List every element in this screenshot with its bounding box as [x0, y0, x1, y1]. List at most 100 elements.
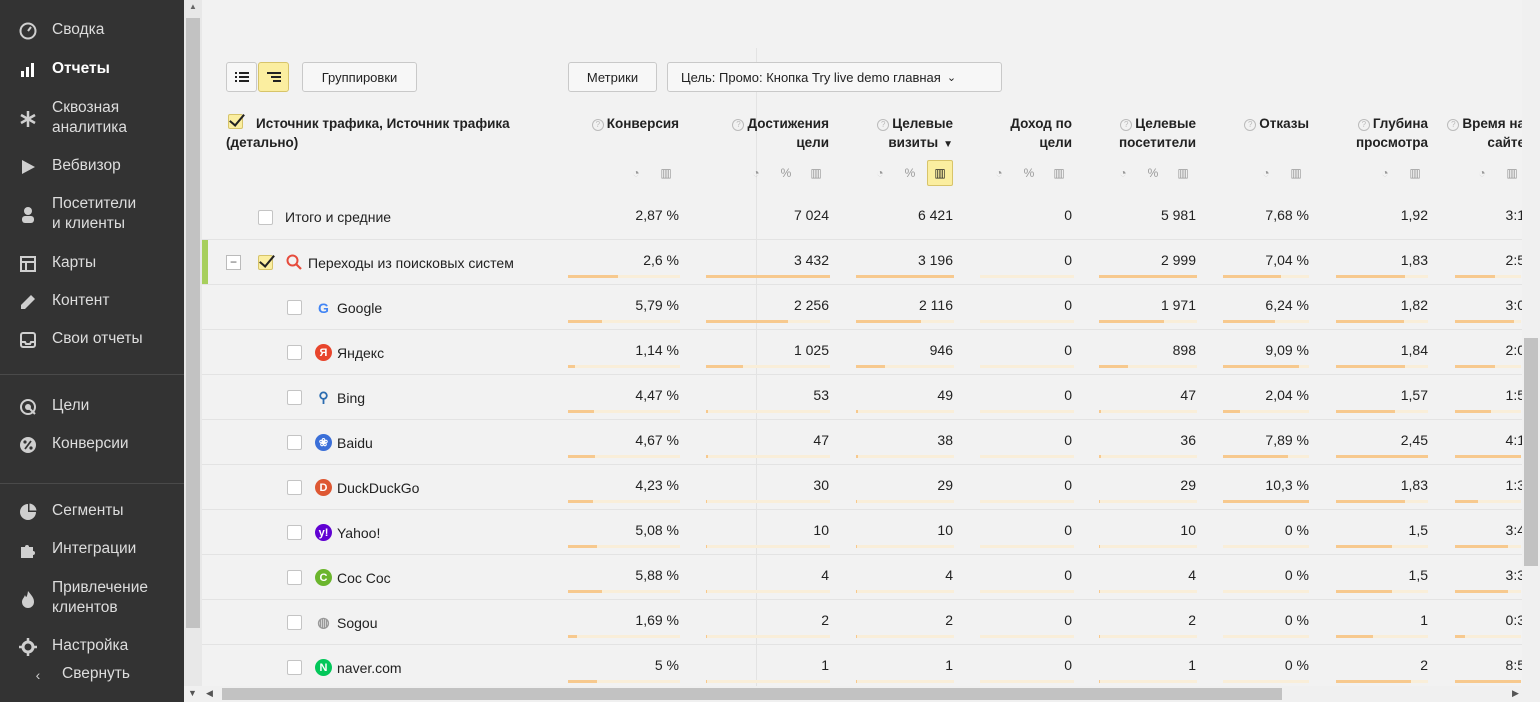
- source-label[interactable]: Yahoo!: [337, 525, 381, 541]
- percent-icon[interactable]: %: [780, 166, 792, 180]
- source-label[interactable]: Google: [337, 300, 383, 316]
- sidebar-item-9[interactable]: Конверсии: [0, 434, 184, 454]
- sidebar-item-11[interactable]: Интеграции: [0, 539, 184, 559]
- source-label[interactable]: Bing: [337, 390, 366, 406]
- pie-chart-icon[interactable]: ◔: [1262, 166, 1270, 180]
- source-label[interactable]: Яндекс: [337, 345, 385, 361]
- horizontal-scrollbar-thumb[interactable]: [222, 688, 1282, 700]
- help-icon[interactable]: ?: [877, 119, 890, 131]
- bar-chart-icon[interactable]: ▥: [810, 166, 822, 180]
- sidebar-item-8[interactable]: Цели: [0, 396, 184, 416]
- source-label[interactable]: Coc Coc: [337, 570, 391, 586]
- sidebar-item-2[interactable]: Сквозная аналитика: [0, 98, 184, 138]
- metric-value: 0: [1064, 252, 1072, 268]
- percent-icon[interactable]: %: [904, 166, 916, 180]
- sidebar-item-1[interactable]: Отчеты: [0, 59, 184, 79]
- help-icon[interactable]: ?: [591, 119, 604, 131]
- pie-chart-icon[interactable]: ◔: [632, 166, 640, 180]
- flame-icon: [17, 588, 39, 610]
- column-header-label: Целевые визиты: [888, 116, 953, 150]
- scroll-left-arrow-icon[interactable]: ◀: [206, 688, 213, 698]
- pie-chart-icon[interactable]: ◔: [1478, 166, 1486, 180]
- collapse-toggle[interactable]: −: [226, 255, 241, 270]
- bar-chart-icon[interactable]: ▥: [660, 166, 672, 180]
- sidebar-item-label: Вебвизор: [52, 157, 121, 174]
- row-checkbox[interactable]: [287, 435, 302, 450]
- column-header-7[interactable]: ? Время на сайте: [1445, 114, 1522, 152]
- column-header-6[interactable]: ? Глубина просмотра: [1328, 114, 1428, 152]
- vertical-scrollbar-thumb[interactable]: [1524, 338, 1538, 566]
- select-all-checkbox[interactable]: [228, 114, 243, 129]
- sidebar-item-5[interactable]: Карты: [0, 253, 184, 273]
- pie-chart-icon[interactable]: ◔: [876, 166, 884, 180]
- column-header-3[interactable]: Доход по цели: [982, 114, 1072, 152]
- row-checkbox[interactable]: [287, 525, 302, 540]
- goal-select[interactable]: Цель: Промо: Кнопка Try live demo главна…: [667, 62, 1002, 92]
- bar-chart-icon[interactable]: ▥: [1053, 166, 1065, 180]
- help-icon[interactable]: ?: [1357, 119, 1370, 131]
- metric-bar: [1099, 545, 1197, 548]
- scroll-up-arrow-icon[interactable]: ▲: [189, 2, 197, 11]
- row-checkbox[interactable]: [287, 570, 302, 585]
- pie-chart-icon[interactable]: ◔: [752, 166, 760, 180]
- help-icon[interactable]: ?: [732, 119, 745, 131]
- sort-desc-icon[interactable]: ▼: [943, 139, 953, 150]
- percent-icon[interactable]: %: [1147, 166, 1159, 180]
- sidebar-item-4[interactable]: Посетители и клиенты: [0, 194, 184, 234]
- pie-chart-icon[interactable]: ◔: [1119, 166, 1127, 180]
- bar-chart-icon[interactable]: ▥: [1290, 166, 1302, 180]
- row-checkbox[interactable]: [287, 660, 302, 675]
- column-header-1[interactable]: ? Достижения цели: [705, 114, 829, 152]
- metric-value: 5,79 %: [635, 297, 679, 313]
- metric-bar: [706, 320, 830, 323]
- help-icon[interactable]: ?: [1120, 119, 1133, 131]
- row-checkbox[interactable]: [287, 390, 302, 405]
- metrics-button[interactable]: Метрики: [568, 62, 657, 92]
- metric-value: 36: [1180, 432, 1196, 448]
- source-label[interactable]: Baidu: [337, 435, 373, 451]
- row-checkbox[interactable]: [287, 480, 302, 495]
- collapse-button[interactable]: ‹ Свернуть: [0, 664, 184, 684]
- column-header-0[interactable]: ? Конверсия: [569, 114, 679, 133]
- sidebar-item-0[interactable]: Сводка: [0, 20, 184, 40]
- group-checkbox[interactable]: [258, 255, 273, 270]
- sidebar-item-3[interactable]: Вебвизор: [0, 156, 184, 176]
- group-label[interactable]: Переходы из поисковых систем: [308, 255, 514, 271]
- sidebar-item-6[interactable]: Контент: [0, 291, 184, 311]
- sidebar-item-12[interactable]: Привлечение клиентов: [0, 578, 184, 618]
- metric-value: 1,5: [1408, 567, 1428, 583]
- row-checkbox[interactable]: [287, 300, 302, 315]
- help-icon[interactable]: ?: [1447, 119, 1460, 131]
- list-view-button[interactable]: [226, 62, 257, 92]
- scroll-right-arrow-icon[interactable]: ▶: [1512, 688, 1519, 698]
- help-icon[interactable]: ?: [1244, 119, 1257, 131]
- pie-chart-icon[interactable]: ◔: [1381, 166, 1389, 180]
- metric-bar-fill: [1336, 410, 1395, 413]
- metric-bar: [856, 590, 954, 593]
- bar-chart-icon[interactable]: ▥: [1177, 166, 1189, 180]
- row-checkbox[interactable]: [287, 615, 302, 630]
- row-divider: [202, 644, 1522, 645]
- source-label[interactable]: DuckDuckGo: [337, 480, 420, 496]
- left-scrollbar-thumb[interactable]: [186, 18, 200, 628]
- sidebar-item-13[interactable]: Настройка: [0, 636, 184, 656]
- tree-view-button[interactable]: [258, 62, 289, 92]
- source-label[interactable]: naver.com: [337, 660, 402, 676]
- source-label[interactable]: Sogou: [337, 615, 378, 631]
- groupings-button[interactable]: Группировки: [302, 62, 417, 92]
- percent-icon[interactable]: %: [1023, 166, 1035, 180]
- row-checkbox[interactable]: [287, 345, 302, 360]
- totals-checkbox[interactable]: [258, 210, 273, 225]
- scroll-down-arrow-icon[interactable]: ▼: [188, 688, 197, 698]
- sidebar-item-10[interactable]: Сегменты: [0, 501, 184, 521]
- sidebar-item-7[interactable]: Свои отчеты: [0, 329, 184, 349]
- column-header-5[interactable]: ? Отказы: [1219, 114, 1309, 133]
- baidu-icon: ❀: [315, 434, 332, 451]
- pie-chart-icon[interactable]: ◔: [995, 166, 1003, 180]
- dimension-header[interactable]: Источник трафика, Источник трафика (дета…: [226, 116, 510, 150]
- bar-chart-icon[interactable]: ▥: [927, 160, 953, 186]
- bar-chart-icon[interactable]: ▥: [1409, 166, 1421, 180]
- column-header-2[interactable]: ? Целевые визиты ▼: [853, 114, 953, 154]
- bar-chart-icon[interactable]: ▥: [1506, 166, 1518, 180]
- column-header-4[interactable]: ? Целевые посетители: [1086, 114, 1196, 152]
